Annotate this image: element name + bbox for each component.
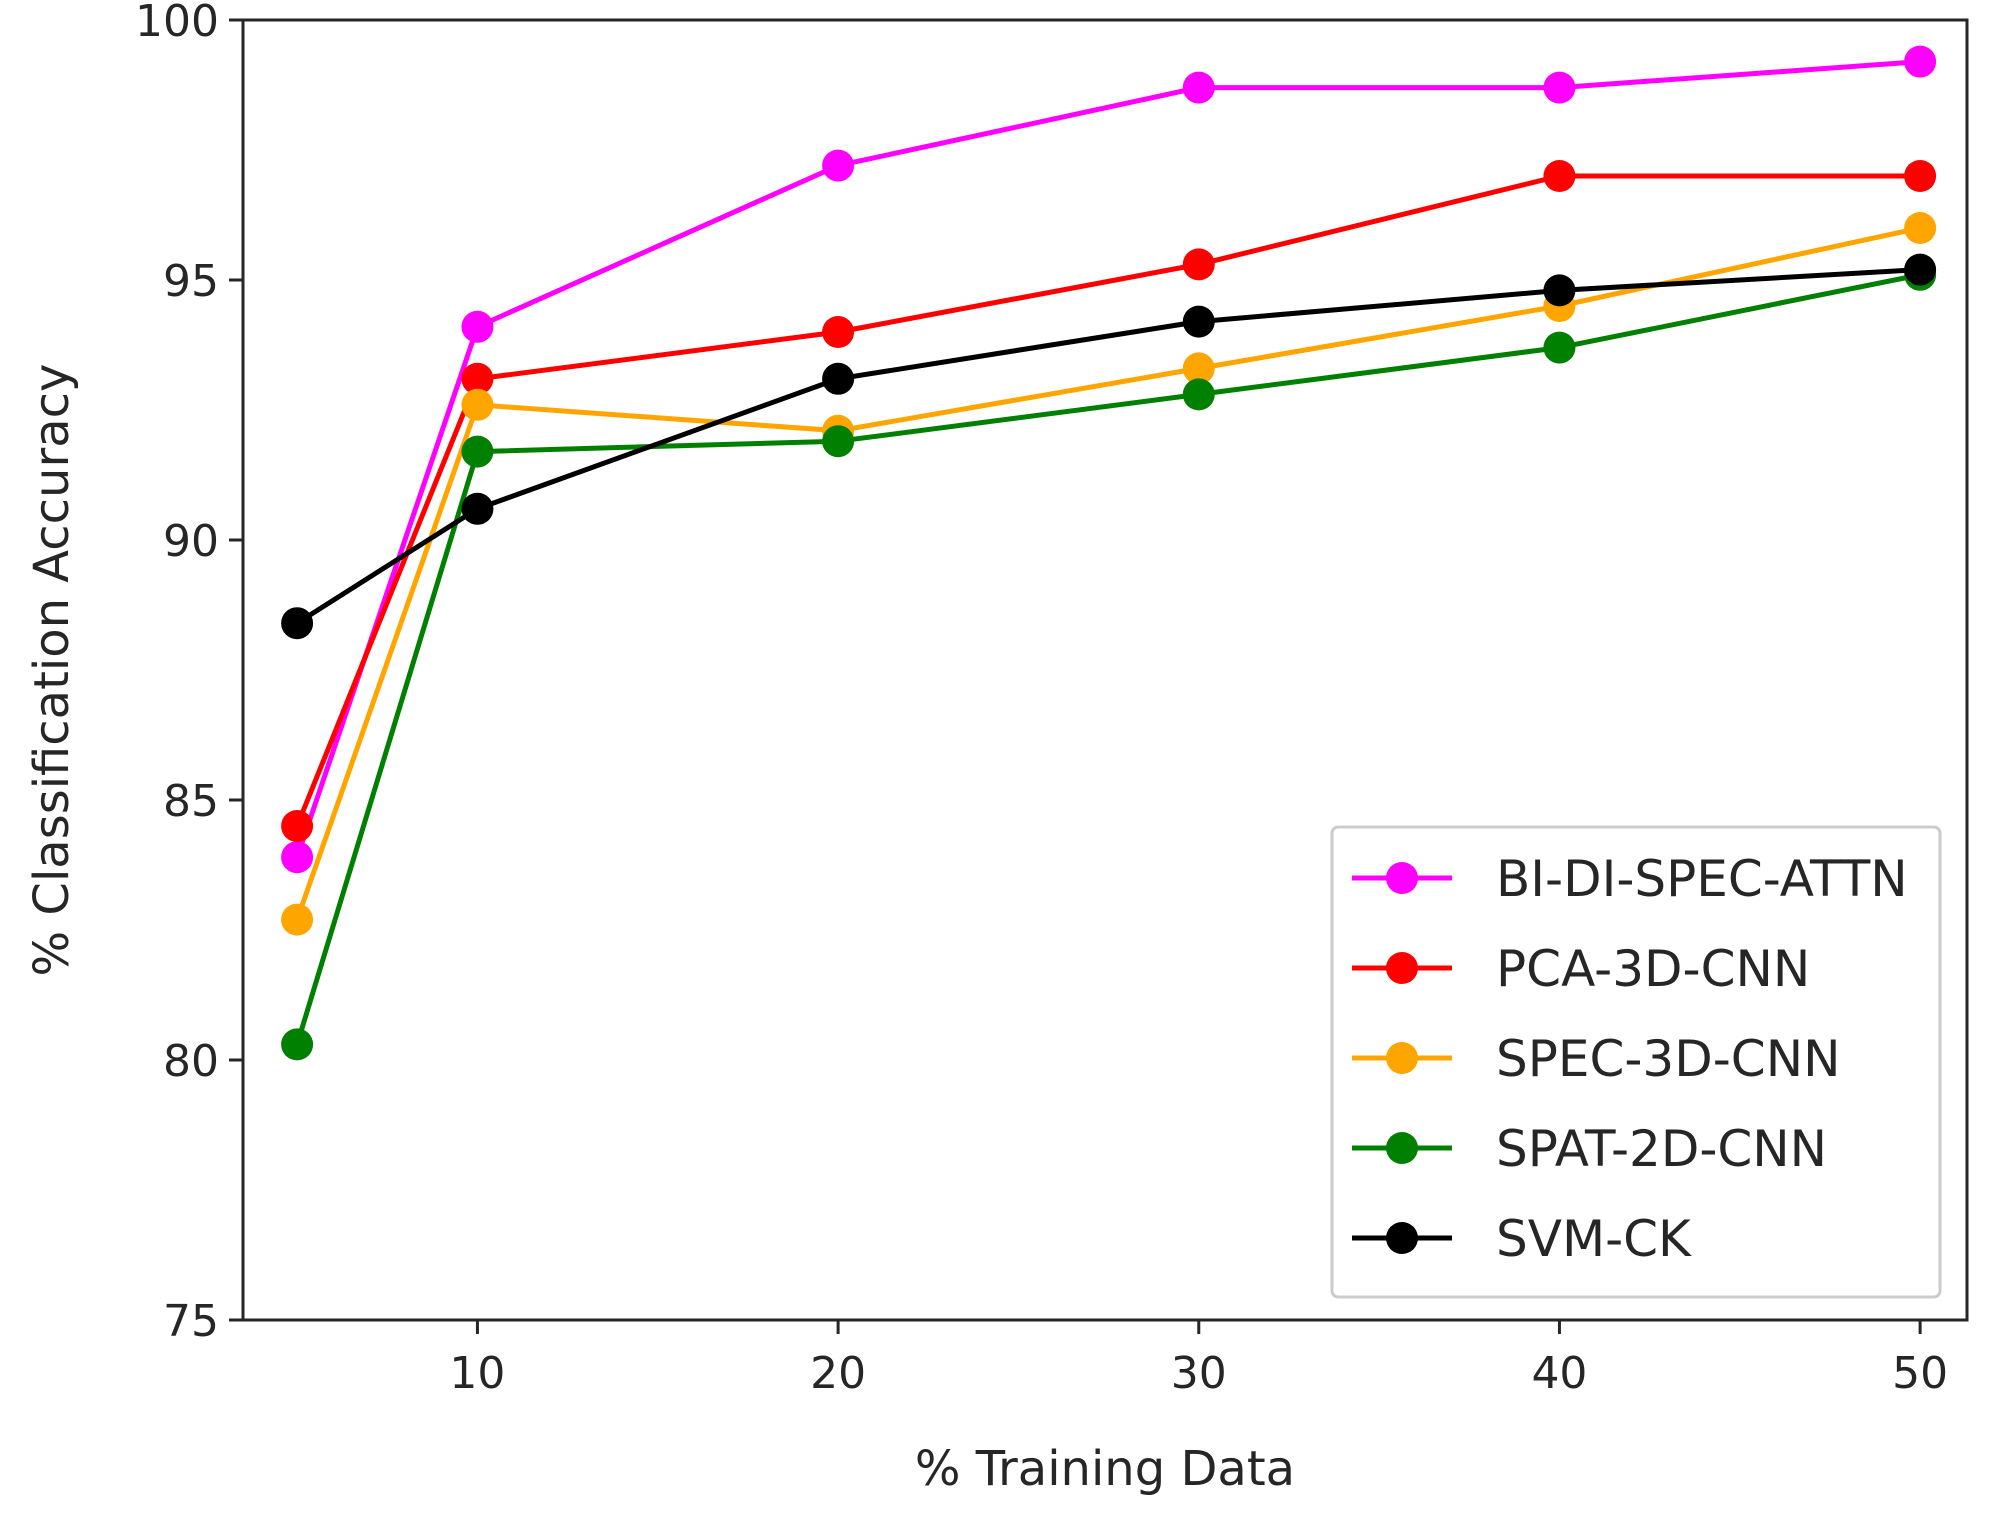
data-point: [281, 903, 314, 936]
legend-label: SPEC-3D-CNN: [1496, 1030, 1841, 1088]
data-point: [1904, 45, 1937, 78]
data-point: [281, 607, 314, 640]
series-line: [294, 267, 1923, 626]
x-tick-label: 40: [1531, 1348, 1587, 1399]
legend-marker-swatch: [1386, 1132, 1418, 1164]
y-tick-label: 80: [163, 1036, 219, 1087]
data-point: [1904, 212, 1937, 244]
data-point: [1904, 253, 1937, 286]
y-tick-label: 90: [163, 516, 219, 567]
y-axis-label: % Classification Accuracy: [24, 364, 80, 977]
data-point: [1182, 352, 1215, 385]
data-point: [1182, 71, 1215, 104]
data-point: [461, 388, 494, 421]
legend-marker-swatch: [1386, 862, 1418, 894]
legend-label: SVM-CK: [1496, 1210, 1692, 1268]
legend-item: SVM-CK: [1352, 1210, 1692, 1268]
legend-item: PCA-3D-CNN: [1352, 940, 1810, 998]
data-point: [1543, 71, 1576, 104]
data-point: [281, 810, 314, 842]
y-tick-label: 95: [163, 256, 219, 307]
data-point: [461, 362, 494, 395]
data-point: [1543, 274, 1576, 307]
data-point: [822, 149, 855, 182]
y-tick-label: 100: [135, 0, 219, 47]
data-point: [1543, 331, 1576, 364]
data-point: [281, 841, 314, 874]
data-point: [1182, 378, 1215, 411]
series-line: [294, 173, 1923, 829]
legend-item: SPAT-2D-CNN: [1352, 1120, 1827, 1178]
data-point: [822, 316, 855, 348]
data-point: [1904, 160, 1937, 192]
legend-label: SPAT-2D-CNN: [1496, 1120, 1827, 1178]
data-point: [461, 310, 494, 343]
series-line: [294, 225, 1923, 923]
legend-label: PCA-3D-CNN: [1496, 940, 1810, 998]
series-bi-di-spec-attn: [281, 45, 1937, 874]
legend-frame: [1330, 825, 1942, 1299]
legend-item: BI-DI-SPEC-ATTN: [1352, 850, 1908, 908]
series-line: [294, 272, 1923, 1047]
series-layer: [281, 45, 1937, 1061]
legend-marker-swatch: [1386, 1042, 1418, 1074]
x-tick-label: 50: [1892, 1348, 1948, 1399]
legend-marker-swatch: [1386, 952, 1418, 984]
y-tick-label: 75: [163, 1296, 219, 1347]
series-line: [294, 59, 1923, 860]
data-point: [822, 425, 855, 458]
data-point: [822, 362, 855, 395]
series-svm-ck: [281, 253, 1937, 640]
legend: BI-DI-SPEC-ATTN PCA-3D-CNN SPEC-3D-CNN SPAT…: [1330, 825, 1942, 1299]
y-axis-ticks: 75 80 85 90 95 100: [135, 0, 243, 1347]
data-point: [1182, 305, 1215, 338]
data-point: [1182, 248, 1215, 281]
series-pca-3d-cnn: [281, 160, 1937, 842]
data-point: [461, 492, 494, 525]
x-tick-label: 30: [1171, 1348, 1227, 1399]
y-tick-label: 85: [163, 776, 219, 827]
data-point: [461, 435, 494, 468]
legend-marker-swatch: [1386, 1222, 1418, 1254]
legend-items: BI-DI-SPEC-ATTN PCA-3D-CNN SPEC-3D-CNN SPAT…: [1352, 850, 1908, 1268]
data-point: [1543, 160, 1576, 192]
x-tick-label: 20: [810, 1348, 866, 1399]
x-tick-label: 10: [449, 1348, 505, 1399]
plot-area-frame: [241, 18, 1969, 1322]
x-axis-ticks: 10 20 30 40 50: [449, 1320, 1948, 1399]
legend-label: BI-DI-SPEC-ATTN: [1496, 850, 1908, 908]
legend-item: SPEC-3D-CNN: [1352, 1030, 1841, 1088]
x-axis-label: % Training Data: [915, 1441, 1295, 1497]
data-point: [281, 1028, 314, 1061]
